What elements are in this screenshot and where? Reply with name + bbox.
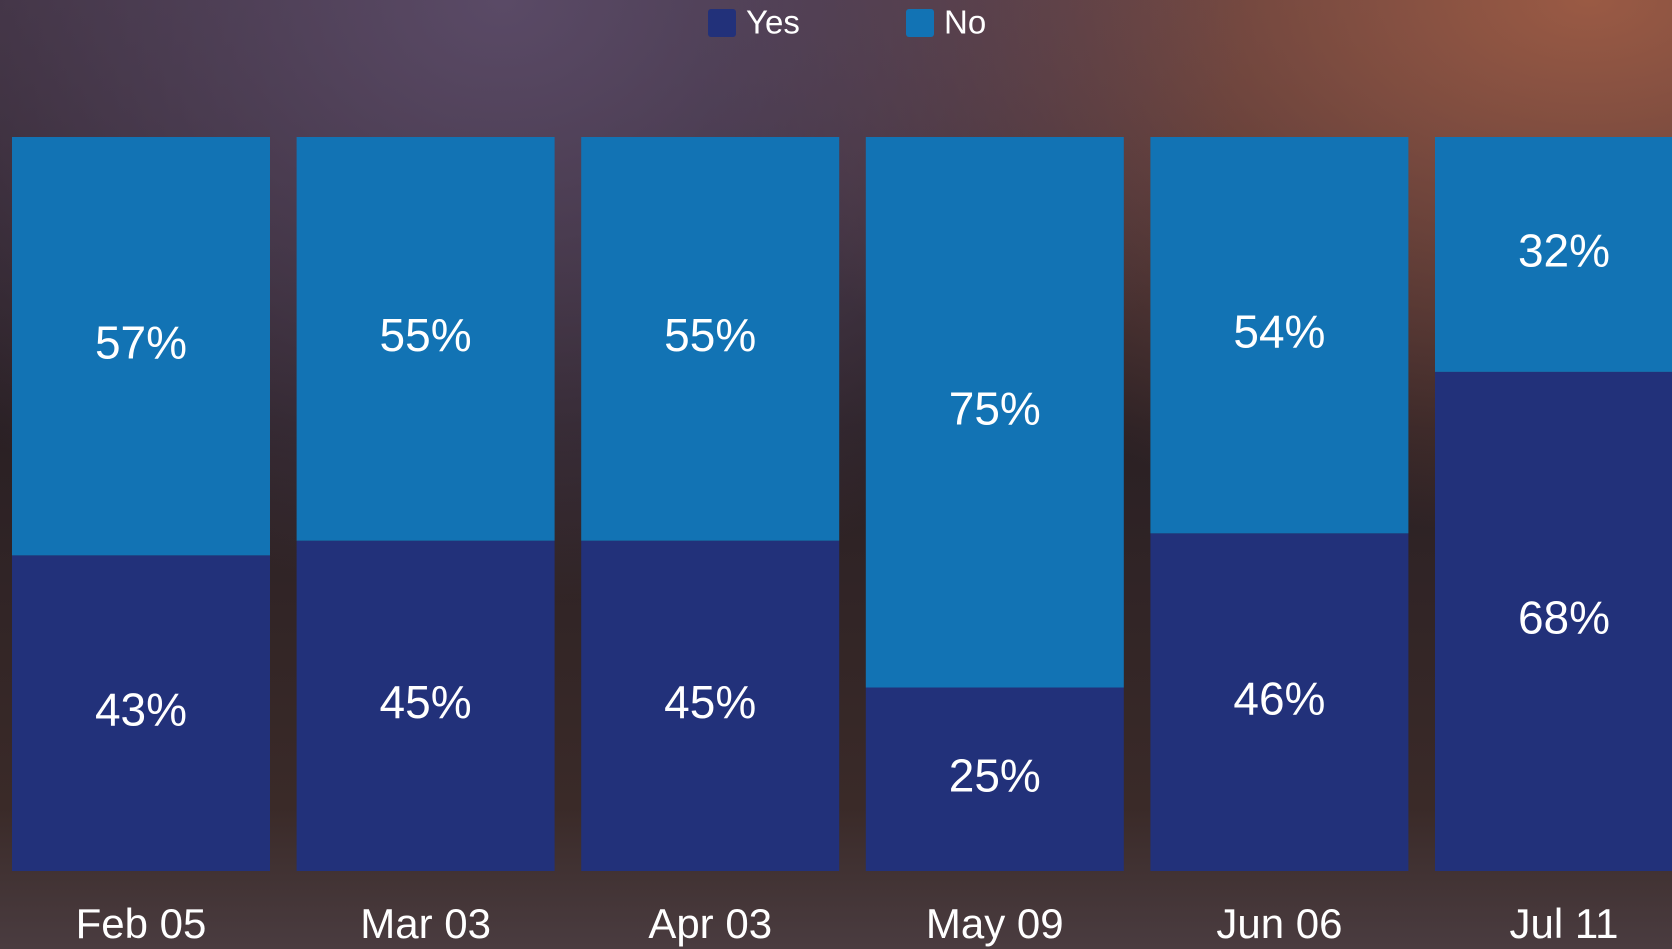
legend-label: Yes (746, 4, 800, 41)
value-label: 55% (664, 309, 756, 361)
value-label: 55% (380, 309, 472, 361)
x-tick-label: Jul 11 (1510, 900, 1619, 947)
x-tick-label: Mar 03 (360, 900, 491, 947)
value-label: 25% (949, 749, 1041, 801)
bar-segment (12, 555, 270, 871)
legend-swatch (906, 9, 934, 37)
bar-segment (581, 540, 840, 871)
x-tick-label: Apr 03 (648, 900, 772, 947)
bar-segment (1150, 137, 1409, 534)
bar-segment (296, 540, 555, 871)
bar-segment (1435, 137, 1672, 372)
value-label: 68% (1518, 592, 1610, 644)
bar-segment (12, 137, 270, 556)
x-tick-label: Feb 05 (76, 900, 207, 947)
legend-label: No (944, 4, 986, 41)
value-label: 46% (1233, 672, 1325, 724)
bar-segment (581, 137, 840, 541)
value-label: 57% (95, 316, 187, 368)
bar-segment (1435, 371, 1672, 871)
value-label: 43% (95, 683, 187, 735)
x-tick-label: Jun 06 (1216, 900, 1342, 947)
bar-segment (1150, 533, 1409, 871)
value-label: 54% (1233, 305, 1325, 357)
bar-segment (865, 137, 1124, 688)
value-label: 75% (949, 382, 1041, 434)
bar-segment (865, 687, 1124, 871)
value-label: 45% (664, 676, 756, 728)
x-tick-label: May 09 (926, 900, 1064, 947)
value-label: 32% (1518, 225, 1610, 277)
value-label: 45% (380, 676, 472, 728)
legend-swatch (708, 9, 736, 37)
bar-segment (296, 137, 555, 541)
